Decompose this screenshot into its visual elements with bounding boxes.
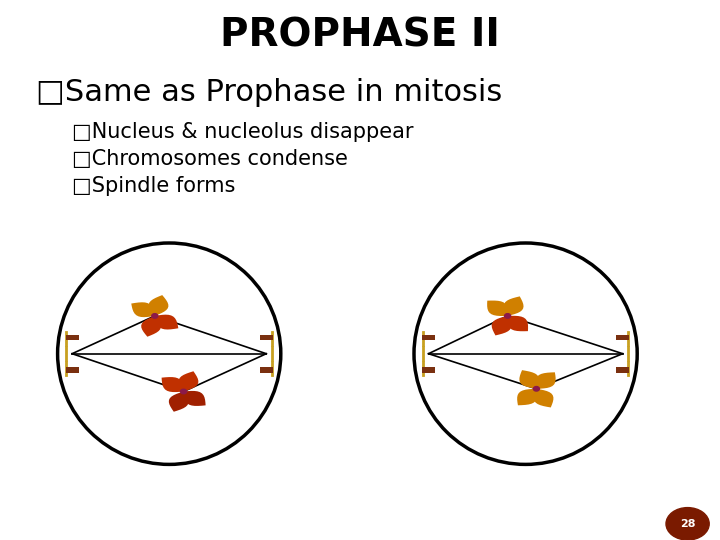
Polygon shape <box>517 389 537 406</box>
FancyBboxPatch shape <box>66 335 78 340</box>
Text: □Chromosomes condense: □Chromosomes condense <box>72 148 348 168</box>
Polygon shape <box>179 372 199 392</box>
FancyBboxPatch shape <box>422 335 435 340</box>
FancyBboxPatch shape <box>422 367 435 373</box>
Polygon shape <box>487 301 508 316</box>
Text: □Same as Prophase in mitosis: □Same as Prophase in mitosis <box>36 78 503 107</box>
FancyBboxPatch shape <box>616 335 629 340</box>
Text: □Spindle forms: □Spindle forms <box>72 176 235 195</box>
Circle shape <box>505 314 510 318</box>
Text: PROPHASE II: PROPHASE II <box>220 16 500 54</box>
Polygon shape <box>534 389 554 408</box>
Polygon shape <box>155 315 179 329</box>
Polygon shape <box>161 377 184 392</box>
Polygon shape <box>519 370 539 389</box>
Circle shape <box>152 314 158 318</box>
Text: □Nucleus & nucleolus disappear: □Nucleus & nucleolus disappear <box>72 122 413 141</box>
FancyBboxPatch shape <box>260 335 273 340</box>
Polygon shape <box>131 302 155 317</box>
Polygon shape <box>141 316 161 337</box>
Polygon shape <box>536 372 556 389</box>
Polygon shape <box>168 392 189 411</box>
Circle shape <box>534 387 539 391</box>
Circle shape <box>181 389 186 394</box>
Polygon shape <box>148 295 168 316</box>
Polygon shape <box>184 391 206 406</box>
FancyBboxPatch shape <box>66 367 78 373</box>
Text: 28: 28 <box>680 519 696 529</box>
Polygon shape <box>504 296 523 316</box>
FancyBboxPatch shape <box>616 367 629 373</box>
Polygon shape <box>492 316 511 335</box>
Circle shape <box>666 508 709 540</box>
FancyBboxPatch shape <box>260 367 273 373</box>
Polygon shape <box>508 316 528 331</box>
